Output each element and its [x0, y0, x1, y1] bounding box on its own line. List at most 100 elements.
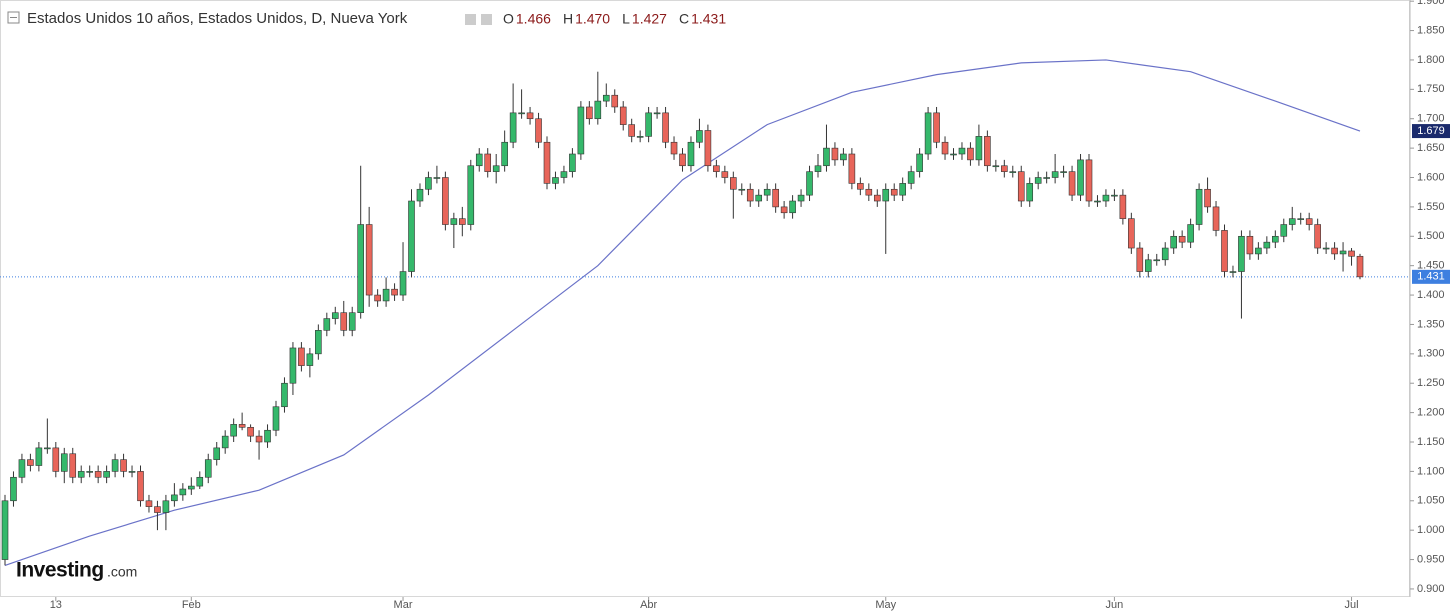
candle-body: [1085, 159, 1093, 202]
candle-body: [789, 200, 796, 214]
candle-body: [1128, 218, 1135, 249]
y-tick-label: 1.150: [1417, 436, 1445, 448]
candle-body: [1017, 171, 1025, 202]
plot-frame: [0, 0, 1410, 597]
candle-body: [899, 183, 906, 196]
y-tick-label: 1.900: [1417, 0, 1445, 7]
candle-body: [221, 435, 229, 449]
menu-icon[interactable]: [7, 11, 20, 24]
candle-body: [907, 171, 915, 184]
candle-body: [958, 147, 966, 155]
candle-body: [594, 100, 602, 120]
settings-icon[interactable]: [465, 14, 476, 25]
candle-body: [509, 112, 517, 143]
candle-body: [128, 471, 136, 473]
close-icon[interactable]: [481, 14, 492, 25]
candle-body: [331, 312, 339, 319]
candle-body: [484, 153, 492, 172]
candle-body: [1187, 224, 1194, 243]
candle-body: [763, 188, 771, 196]
candle-body: [543, 141, 551, 184]
candle-body: [687, 141, 695, 167]
candle-body: [1314, 224, 1321, 249]
y-tick-label: 1.050: [1417, 495, 1445, 507]
candle-body: [272, 406, 280, 431]
candle-body: [1221, 230, 1228, 272]
x-tick-label: 13: [50, 599, 62, 611]
candle-body: [611, 94, 619, 108]
candle-body: [501, 141, 508, 167]
candle-body: [1348, 250, 1355, 257]
candle-body: [518, 112, 525, 115]
candle-body: [382, 288, 390, 302]
candle-body: [992, 165, 1000, 168]
ma-value-label: 1.679: [1417, 125, 1445, 137]
candle-body: [1111, 194, 1118, 197]
y-tick-label: 1.350: [1417, 318, 1445, 330]
y-tick-label: 1.500: [1417, 230, 1445, 242]
x-tick-label: Mar: [394, 599, 413, 611]
candle-body: [289, 347, 297, 384]
menu-box[interactable]: [7, 11, 20, 24]
candle-body: [552, 177, 559, 184]
candle-body: [933, 112, 940, 143]
watermark-suffix: .com: [107, 564, 137, 580]
candle-body: [69, 453, 77, 478]
candle-body: [882, 188, 890, 202]
candle-body: [357, 224, 364, 313]
legend-value: 1.427: [632, 11, 667, 27]
candle-body: [1263, 241, 1271, 249]
y-axis-area: [1410, 0, 1454, 614]
candle-body: [653, 112, 661, 115]
legend-value: 1.431: [691, 11, 726, 27]
legend-value: 1.466: [516, 11, 551, 27]
y-tick-label: 1.700: [1417, 113, 1445, 125]
candle-body: [840, 153, 847, 161]
candle-body: [848, 153, 856, 184]
candle-body: [103, 471, 110, 478]
x-tick-label: May: [875, 599, 896, 611]
candle-body: [1094, 200, 1101, 203]
candle-body: [467, 165, 475, 225]
candle-body: [865, 188, 873, 196]
candle-body: [188, 485, 195, 490]
y-tick-label: 1.450: [1417, 260, 1445, 272]
candle-body: [535, 118, 542, 143]
candle-body: [645, 112, 652, 137]
candle-body: [459, 218, 466, 225]
candle-body: [399, 271, 407, 296]
candle-body: [348, 312, 356, 331]
candle-body: [950, 153, 957, 156]
legend-value: 1.470: [575, 11, 610, 27]
candle-body: [1170, 235, 1177, 249]
candle-body: [806, 171, 813, 196]
candle-body: [374, 294, 381, 302]
candle-body: [1161, 247, 1169, 261]
candle-body: [213, 447, 221, 460]
candle-body: [704, 130, 712, 167]
candle-body: [1034, 177, 1042, 184]
last-price-box: [1412, 269, 1450, 284]
candle-body: [120, 459, 127, 472]
candle-body: [1136, 247, 1144, 272]
candle-body: [586, 106, 593, 120]
candle-body: [780, 206, 788, 214]
candle-body: [975, 136, 983, 161]
candle-body: [1102, 194, 1110, 202]
candle-body: [1153, 259, 1161, 262]
candle-body: [171, 494, 178, 502]
candle-body: [755, 194, 763, 202]
candle-body: [179, 488, 187, 496]
candle-body: [823, 147, 830, 167]
candle-body: [738, 188, 746, 191]
candle-body: [1305, 218, 1313, 225]
candle-body: [230, 424, 237, 437]
candle-body: [35, 447, 43, 466]
candle-body: [890, 188, 898, 196]
candle-body: [238, 424, 246, 428]
candle-body: [602, 94, 610, 102]
candle-body: [1322, 247, 1330, 250]
candle-body: [247, 427, 254, 437]
candle-body: [1288, 218, 1296, 225]
